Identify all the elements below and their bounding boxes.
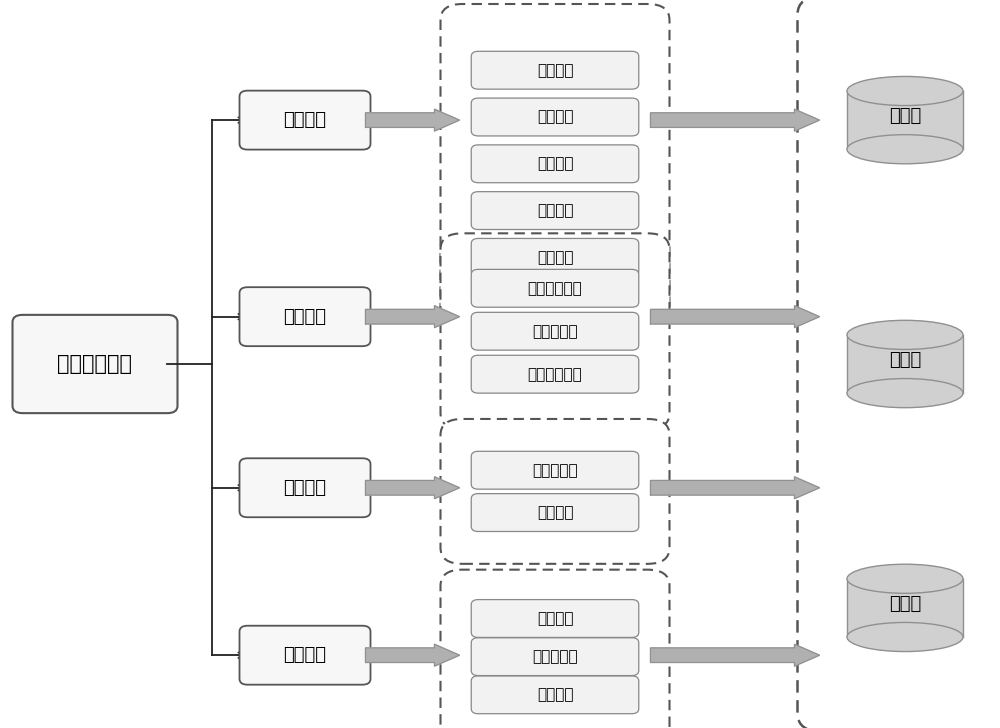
Text: 数据采集: 数据采集 <box>284 111 326 129</box>
Bar <box>847 91 963 149</box>
Text: 属性库: 属性库 <box>889 108 921 125</box>
FancyBboxPatch shape <box>471 191 639 229</box>
FancyBboxPatch shape <box>471 676 639 713</box>
FancyBboxPatch shape <box>440 569 670 728</box>
FancyBboxPatch shape <box>471 269 639 307</box>
FancyBboxPatch shape <box>471 51 639 89</box>
Text: 构建坡块模型: 构建坡块模型 <box>528 367 582 381</box>
Text: 综合参数: 综合参数 <box>537 250 573 265</box>
Text: 成果库: 成果库 <box>889 596 921 613</box>
Text: 仿真程序界面: 仿真程序界面 <box>58 354 132 374</box>
Text: 实时仿真: 实时仿真 <box>537 505 573 520</box>
Text: 机械参数: 机械参数 <box>537 203 573 218</box>
Polygon shape <box>366 109 460 131</box>
Bar <box>847 335 963 393</box>
FancyBboxPatch shape <box>471 355 639 393</box>
FancyBboxPatch shape <box>440 419 670 563</box>
Ellipse shape <box>847 76 963 106</box>
FancyBboxPatch shape <box>240 91 370 150</box>
Text: 构建机械库: 构建机械库 <box>532 324 578 339</box>
Ellipse shape <box>847 135 963 164</box>
Polygon shape <box>366 306 460 328</box>
Bar <box>847 579 963 637</box>
FancyBboxPatch shape <box>240 287 370 347</box>
Polygon shape <box>651 109 820 131</box>
Text: 机械利用率: 机械利用率 <box>532 649 578 664</box>
Text: 道路参数: 道路参数 <box>537 109 573 124</box>
Polygon shape <box>366 477 460 499</box>
Text: 全过程仿真: 全过程仿真 <box>532 463 578 478</box>
FancyBboxPatch shape <box>471 145 639 183</box>
FancyBboxPatch shape <box>13 314 178 413</box>
FancyBboxPatch shape <box>471 98 639 136</box>
FancyBboxPatch shape <box>240 459 370 517</box>
FancyBboxPatch shape <box>471 494 639 531</box>
Text: 模型建立: 模型建立 <box>284 308 326 325</box>
FancyBboxPatch shape <box>798 0 1000 728</box>
FancyBboxPatch shape <box>471 600 639 638</box>
Text: 构建运输路线: 构建运输路线 <box>528 281 582 296</box>
Ellipse shape <box>847 379 963 408</box>
FancyBboxPatch shape <box>471 312 639 350</box>
Text: 坡块参数: 坡块参数 <box>537 157 573 171</box>
Polygon shape <box>366 644 460 666</box>
FancyBboxPatch shape <box>471 451 639 489</box>
Ellipse shape <box>847 564 963 593</box>
Ellipse shape <box>847 320 963 349</box>
Text: 机械库: 机械库 <box>889 352 921 369</box>
Polygon shape <box>651 644 820 666</box>
Text: 仿真计算: 仿真计算 <box>284 479 326 496</box>
Text: 成果查询: 成果查询 <box>537 611 573 626</box>
FancyBboxPatch shape <box>440 4 670 323</box>
FancyBboxPatch shape <box>471 239 639 277</box>
FancyBboxPatch shape <box>440 233 670 429</box>
FancyBboxPatch shape <box>471 638 639 676</box>
Text: 施工强度: 施工强度 <box>537 687 573 703</box>
Text: 时间参数: 时间参数 <box>537 63 573 78</box>
FancyBboxPatch shape <box>240 625 370 684</box>
Text: 成果输出: 成果输出 <box>284 646 326 664</box>
Ellipse shape <box>847 622 963 652</box>
Polygon shape <box>651 306 820 328</box>
Polygon shape <box>651 477 820 499</box>
